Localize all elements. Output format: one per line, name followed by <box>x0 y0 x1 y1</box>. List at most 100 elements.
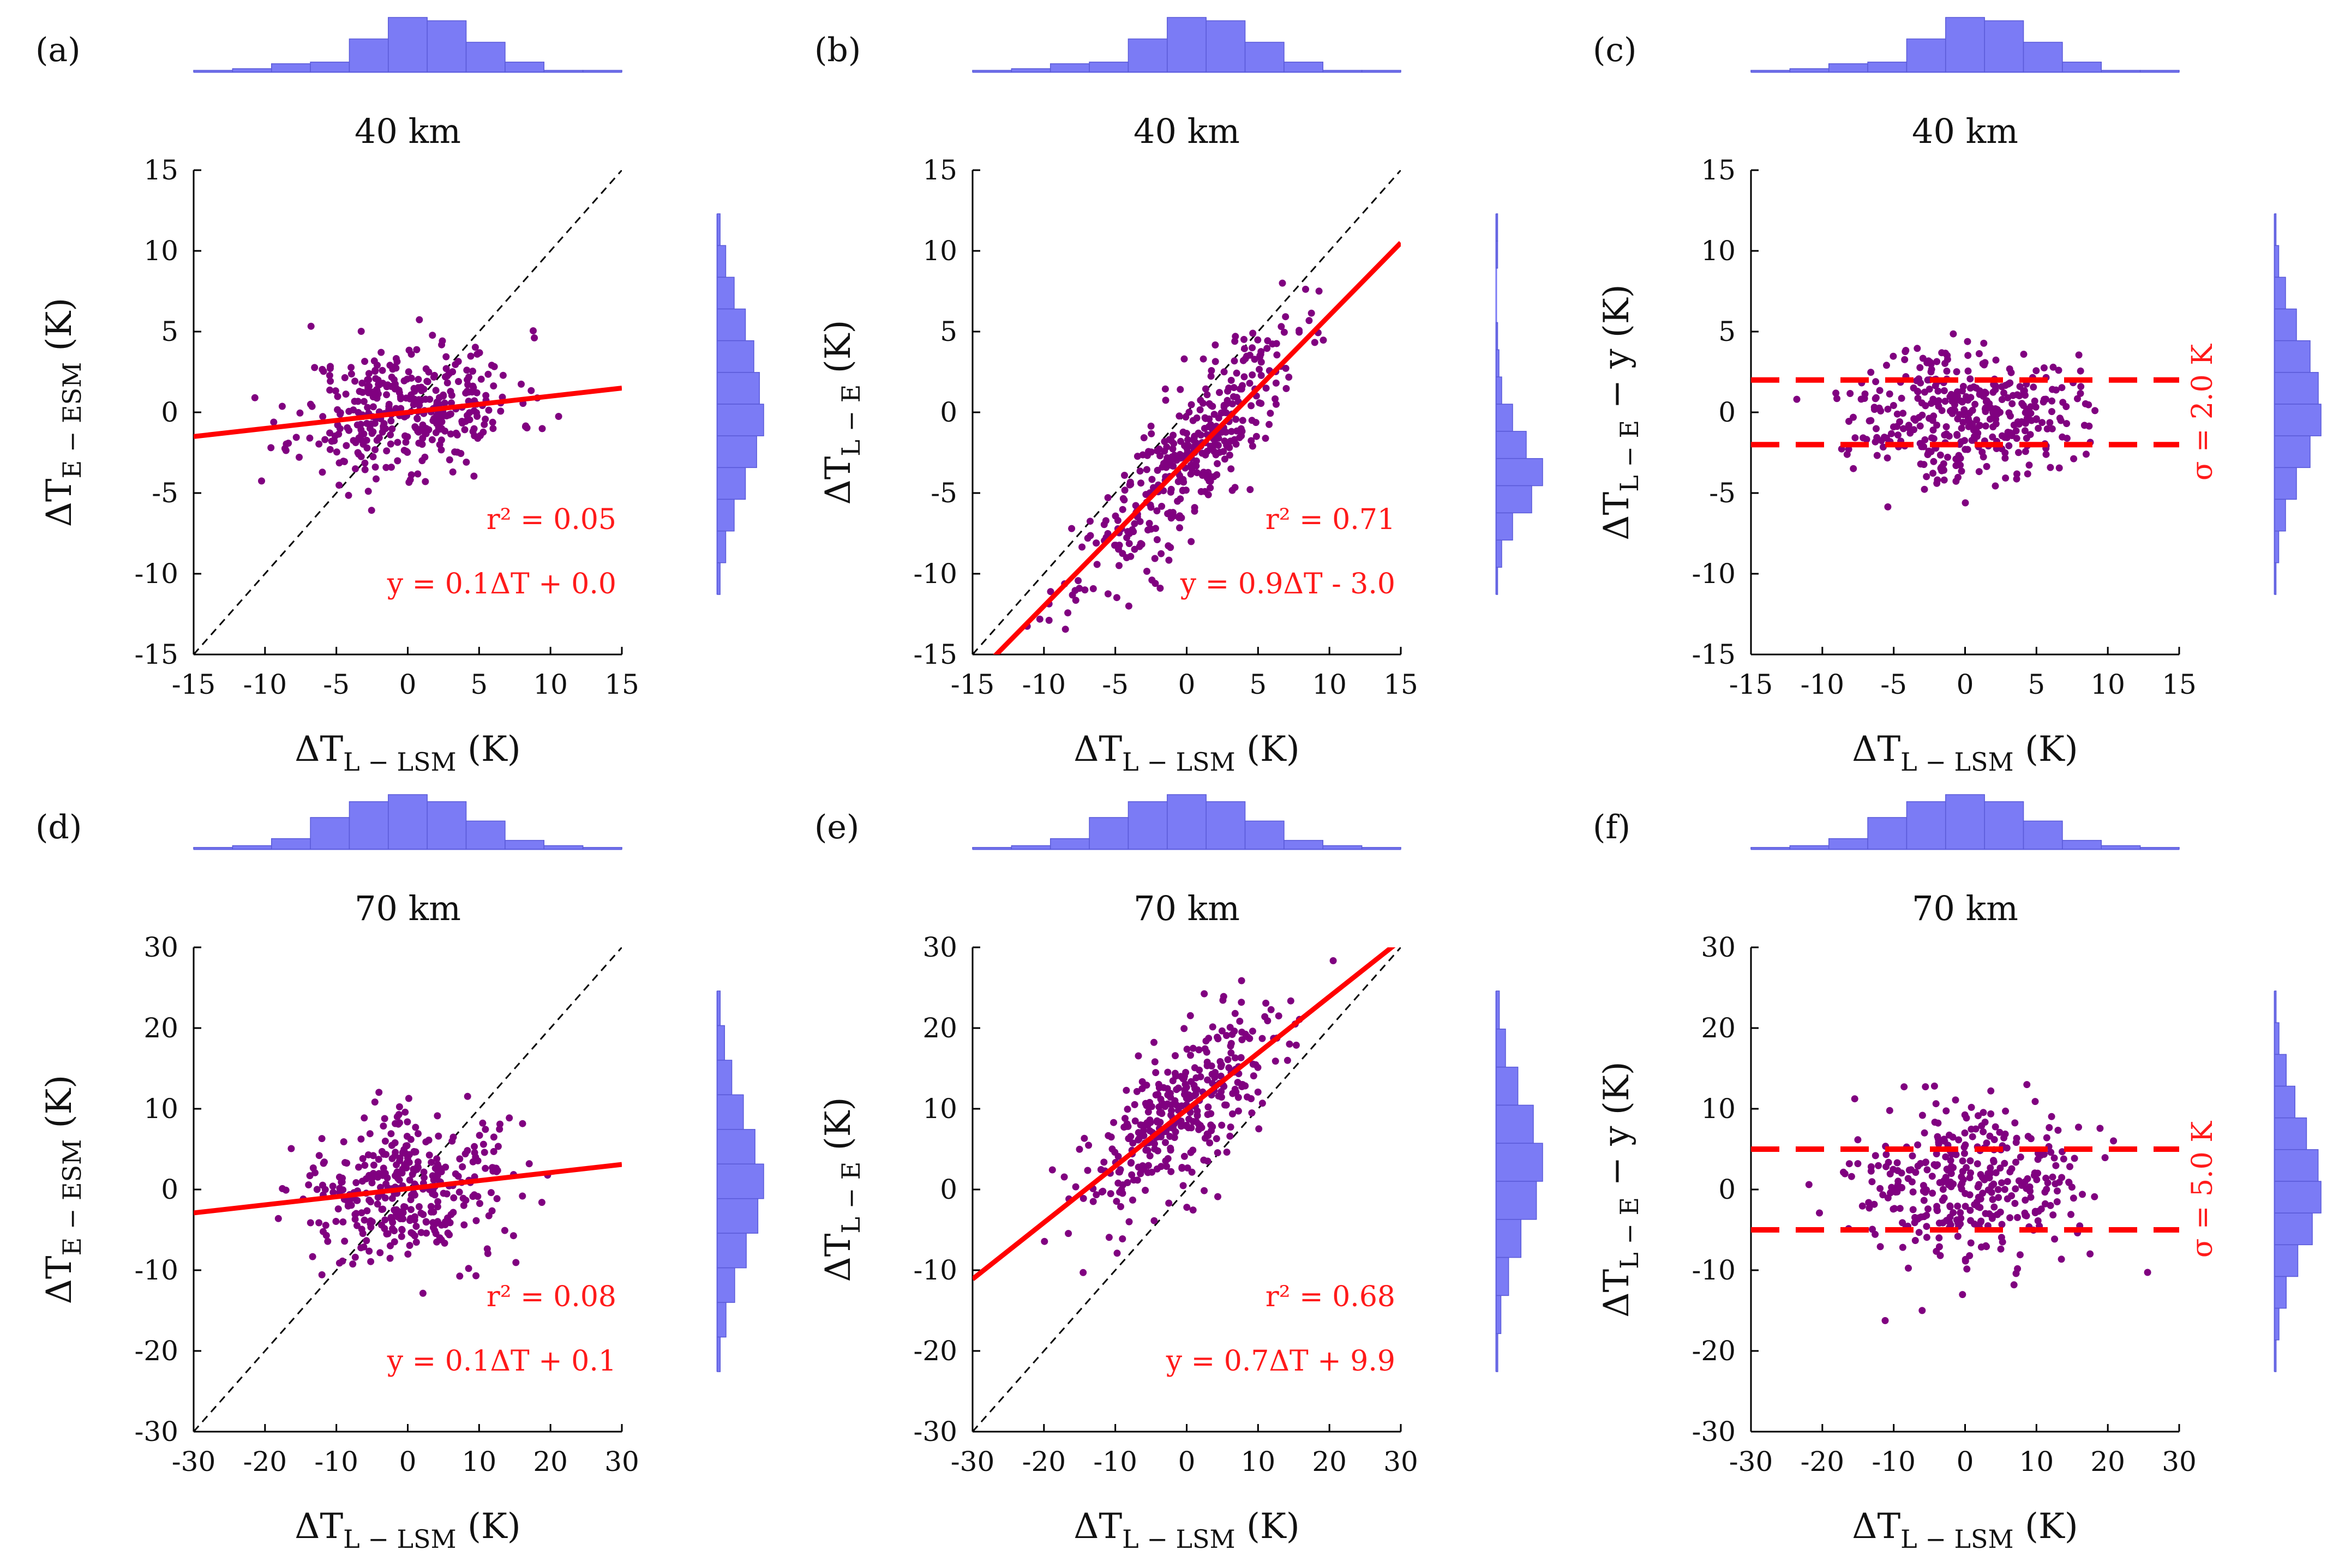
data-point <box>1958 467 1965 475</box>
data-point <box>391 383 398 391</box>
data-point <box>1157 550 1165 557</box>
data-point <box>1143 568 1150 575</box>
data-point <box>1969 1133 1976 1140</box>
data-point <box>1230 384 1238 392</box>
data-point <box>1204 1157 1212 1165</box>
data-point <box>1305 317 1313 325</box>
data-point <box>1127 1160 1135 1167</box>
data-point <box>361 1162 369 1169</box>
data-point <box>401 1108 409 1116</box>
y-histogram-bar <box>1496 1257 1509 1296</box>
data-point <box>2049 363 2057 371</box>
data-point <box>1248 1095 1255 1102</box>
data-point <box>1258 1035 1266 1042</box>
data-point <box>422 395 429 403</box>
data-point <box>1905 1167 1913 1174</box>
data-point <box>366 1130 374 1138</box>
data-point <box>493 1195 501 1203</box>
data-point <box>368 430 376 437</box>
data-point <box>319 468 326 476</box>
data-point <box>318 1135 326 1143</box>
data-point <box>2082 400 2089 407</box>
data-point <box>1061 626 1069 633</box>
data-point <box>1199 399 1207 407</box>
data-point <box>1884 503 1892 510</box>
data-point <box>473 350 481 358</box>
identity-line <box>194 170 622 654</box>
data-point <box>1966 385 1974 392</box>
data-point <box>1179 1182 1187 1189</box>
data-point <box>1100 521 1108 528</box>
data-point <box>2086 1250 2094 1258</box>
panel-title: 70 km <box>1912 888 2018 928</box>
data-point <box>1238 1036 1246 1043</box>
x-histogram-bar <box>972 847 1012 850</box>
data-point <box>1933 1150 1940 1158</box>
data-point <box>2052 386 2060 394</box>
data-point <box>2006 1168 2014 1176</box>
data-point <box>1230 393 1237 400</box>
data-point <box>489 1167 497 1175</box>
data-point <box>357 453 365 460</box>
data-point <box>383 391 391 399</box>
data-point <box>1998 396 2006 403</box>
data-point <box>1964 396 1972 404</box>
data-point <box>1927 368 1935 376</box>
y-label-tail: − y (K) <box>1597 1061 1637 1197</box>
x-histogram-bar <box>1322 845 1363 850</box>
data-point <box>1953 431 1961 439</box>
data-point <box>1146 1098 1154 1106</box>
data-point <box>1113 1198 1120 1205</box>
data-point <box>1208 367 1215 374</box>
data-point <box>292 434 300 441</box>
data-point <box>374 390 382 398</box>
data-point <box>435 1132 442 1140</box>
data-point <box>1899 410 1907 417</box>
data-point <box>1076 1145 1083 1153</box>
data-point <box>319 413 327 420</box>
data-point <box>1922 1158 1929 1166</box>
data-point <box>471 1143 478 1150</box>
data-point <box>369 453 377 460</box>
data-point <box>309 1164 317 1172</box>
panel-title: 40 km <box>355 111 461 151</box>
data-point <box>2080 422 2088 429</box>
data-point <box>392 1120 399 1127</box>
y-histogram-bar <box>2274 990 2277 1023</box>
x-label-main: ΔT <box>295 1506 343 1547</box>
data-point <box>1238 977 1245 984</box>
data-point <box>358 1177 366 1185</box>
data-point <box>1983 462 1990 470</box>
data-point <box>1147 422 1155 430</box>
data-point <box>374 1193 382 1201</box>
data-point <box>1910 426 1918 434</box>
y-histogram-bar <box>2274 435 2311 468</box>
x-histogram-bar <box>1750 847 1791 850</box>
data-point <box>1989 388 1997 396</box>
data-point <box>1045 616 1053 624</box>
data-point <box>1162 1139 1169 1146</box>
data-point <box>1228 428 1236 435</box>
data-point <box>1105 1234 1113 1241</box>
data-point <box>456 1155 464 1163</box>
data-point <box>1182 413 1190 421</box>
x-tick-label: -20 <box>1801 1446 1845 1477</box>
data-point <box>1161 385 1169 393</box>
data-point <box>407 1206 415 1213</box>
data-point <box>1964 338 1971 345</box>
data-point <box>414 470 422 478</box>
x-axis-label: ΔTL − LSM (K) <box>1073 1506 1300 1554</box>
data-point <box>454 448 461 456</box>
data-point <box>1987 1110 1995 1118</box>
data-point <box>460 1221 468 1229</box>
data-point <box>1854 1136 1862 1144</box>
data-point <box>1851 434 1859 442</box>
x-histogram-bar <box>1945 794 1985 850</box>
data-point <box>470 425 478 432</box>
data-point <box>387 440 394 448</box>
data-point <box>1916 422 1924 430</box>
data-point <box>1266 420 1273 428</box>
data-point <box>1267 1006 1275 1013</box>
data-point <box>2021 427 2029 435</box>
data-point <box>2013 391 2021 399</box>
